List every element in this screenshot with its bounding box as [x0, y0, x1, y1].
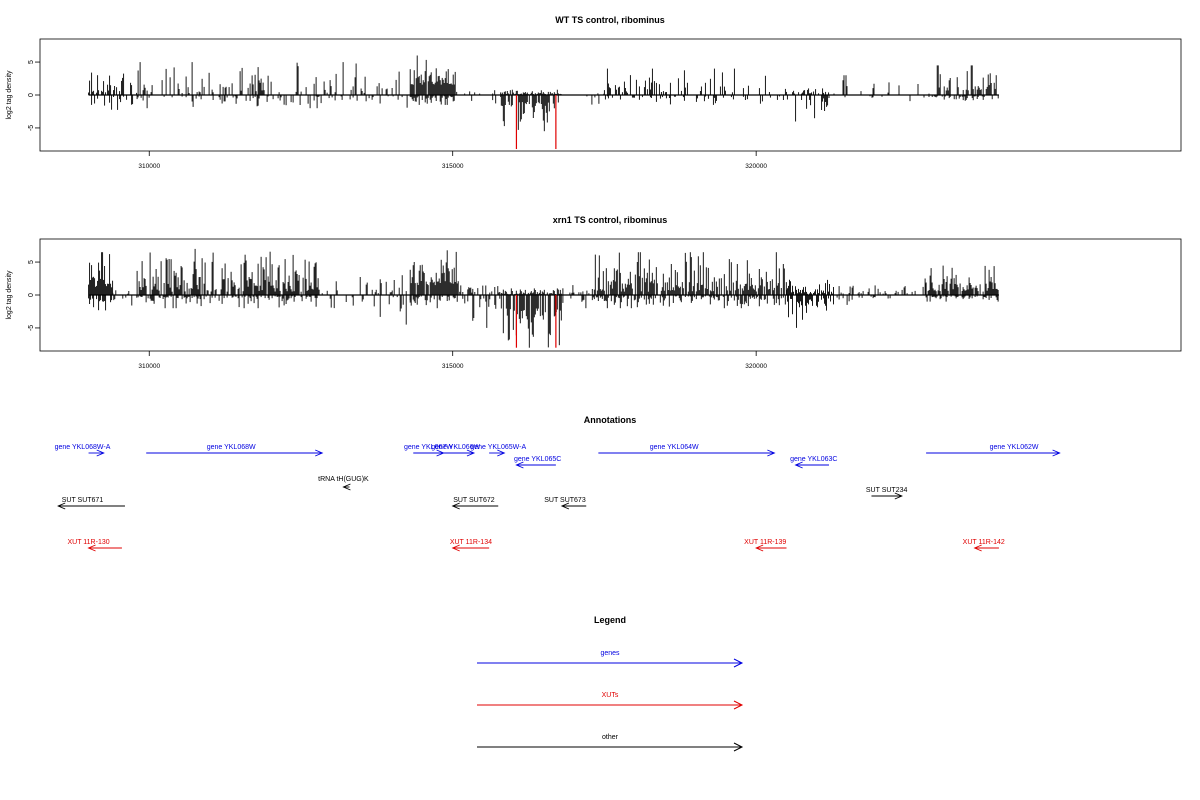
legend-title: Legend	[594, 615, 626, 625]
wt-y-axis-label: log2 tag density	[6, 70, 13, 120]
feature-arrowhead-gene-ykl066w	[466, 449, 476, 457]
feature-label-trna-th-gug-k: tRNA tH(GUG)K	[318, 476, 369, 483]
legend-genes-arrowhead	[733, 658, 744, 668]
legend-other-label: other	[602, 734, 619, 741]
feature-label-gene-ykl065w-a: gene YKL065W-A	[470, 444, 526, 451]
feature-label-xut-11r-134: XUT 11R-134	[450, 539, 492, 546]
legend: Legend genes XUTs other	[477, 615, 744, 752]
feature-arrowhead-gene-ykl068w-a	[96, 449, 105, 457]
feature-label-gene-ykl064w: gene YKL064W	[650, 444, 699, 451]
feature-arrowhead-gene-ykl064w	[767, 449, 776, 457]
feature-label-sut-sut671: SUT SUT671	[62, 497, 104, 504]
feature-arrowhead-sut-sut234	[894, 492, 903, 500]
annotation-features: gene YKL068W-A gene YKL068W gene YKL067Wge…	[55, 444, 1061, 552]
wt-density-panel: WT TS control, ribominus log2 tag densit…	[6, 15, 1182, 170]
wt-axes: 310000 315000 320000 -5 0 5	[28, 60, 767, 170]
annotation-track: Annotations gene YKL068W-A gene YKL068W ge…	[55, 415, 1061, 552]
feature-arrowhead-sut-sut672	[451, 502, 460, 510]
feature-arrowhead-gene-ykl068w	[315, 449, 324, 457]
feature-label-gene-ykl068w-a: gene YKL068W-A	[55, 444, 111, 451]
feature-label-gene-ykl066w: gene YKL066W	[431, 444, 480, 451]
feature-label-sut-sut234: SUT SUT234	[866, 487, 908, 494]
xrn1-density-panel: xrn1 TS control, ribominus log2 tag dens…	[6, 215, 1182, 370]
xrn1-y-tick-label: 5	[28, 260, 35, 264]
wt-panel-title: WT TS control, ribominus	[555, 15, 665, 25]
feature-arrowhead-gene-ykl065w-a	[497, 449, 506, 457]
xrn1-panel-title: xrn1 TS control, ribominus	[553, 215, 668, 225]
wt-y-tick-label: -5	[28, 125, 35, 131]
xrn1-x-tick-label: 310000	[138, 363, 160, 370]
wt-y-tick-label: 0	[28, 93, 35, 97]
legend-xuts-arrowhead	[733, 700, 744, 710]
feature-arrowhead-sut-sut671	[57, 502, 66, 510]
legend-genes-label: genes	[600, 650, 620, 657]
legend-other-arrowhead	[733, 742, 744, 752]
wt-x-tick-label: 320000	[745, 163, 767, 170]
xrn1-y-tick-label: 0	[28, 293, 35, 297]
feature-label-gene-ykl065c: gene YKL065C	[514, 456, 561, 463]
feature-arrowhead-xut-11r-134	[451, 544, 460, 552]
feature-arrowhead-gene-ykl065c	[515, 461, 524, 469]
feature-label-gene-ykl063c: gene YKL063C	[790, 456, 837, 463]
feature-label-gene-ykl067w: gene YKL067W	[404, 444, 453, 451]
feature-arrowhead-xut-11r-139	[755, 544, 764, 552]
feature-label-sut-sut673: SUT SUT673	[544, 497, 586, 504]
xrn1-x-tick-label: 320000	[745, 363, 767, 370]
feature-arrowhead-xut-11r-142	[973, 544, 982, 552]
feature-label-gene-ykl062w: gene YKL062W	[990, 444, 1039, 451]
feature-arrowhead-sut-sut673	[560, 502, 570, 510]
xrn1-density-bars	[88, 248, 999, 348]
feature-arrowhead-gene-ykl063c	[794, 461, 803, 469]
xrn1-y-tick-label: -5	[28, 325, 35, 331]
annotations-title: Annotations	[584, 415, 637, 425]
feature-label-xut-11r-139: XUT 11R-139	[744, 539, 786, 546]
feature-label-sut-sut672: SUT SUT672	[453, 497, 495, 504]
xrn1-y-axis-label: log2 tag density	[6, 270, 13, 320]
xrn1-axes: 310000 315000 320000 -5 0 5	[28, 260, 767, 370]
feature-label-xut-11r-130: XUT 11R-130	[67, 539, 109, 546]
feature-label-gene-ykl068w: gene YKL068W	[207, 444, 256, 451]
wt-x-tick-label: 310000	[138, 163, 160, 170]
feature-arrowhead-trna-th-gug-k	[342, 483, 351, 491]
feature-label-xut-11r-142: XUT 11R-142	[963, 539, 1005, 546]
xrn1-x-tick-label: 315000	[442, 363, 464, 370]
wt-y-tick-label: 5	[28, 60, 35, 64]
feature-arrowhead-gene-ykl062w	[1052, 449, 1061, 457]
legend-xuts-label: XUTs	[602, 692, 619, 699]
wt-density-bars	[88, 55, 999, 150]
wt-x-tick-label: 315000	[442, 163, 464, 170]
feature-arrowhead-xut-11r-130	[87, 544, 96, 552]
